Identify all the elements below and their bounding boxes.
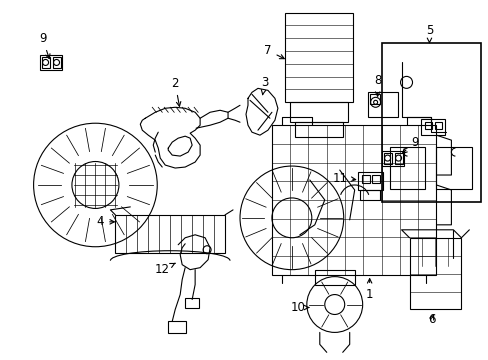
Bar <box>383 153 391 163</box>
Text: 3: 3 <box>261 76 268 95</box>
Bar <box>389 147 425 189</box>
Bar <box>168 321 186 333</box>
Text: 9: 9 <box>402 136 417 153</box>
Bar <box>289 102 347 122</box>
Bar <box>294 122 342 137</box>
Bar <box>361 175 369 183</box>
Bar <box>40 55 61 70</box>
Text: 6: 6 <box>427 313 434 326</box>
Bar <box>421 119 445 135</box>
Text: 1: 1 <box>365 279 373 301</box>
Bar <box>115 215 224 253</box>
Bar <box>52 57 61 68</box>
Text: 9: 9 <box>39 32 50 59</box>
Bar <box>367 92 397 117</box>
Bar <box>408 238 461 310</box>
Bar <box>436 147 471 189</box>
Text: 11: 11 <box>331 171 355 185</box>
Text: 5: 5 <box>425 24 432 43</box>
Bar <box>381 42 480 202</box>
Bar <box>357 172 382 190</box>
Bar <box>371 175 379 183</box>
Bar <box>41 57 49 68</box>
Text: 8: 8 <box>373 74 381 96</box>
Bar <box>271 125 436 275</box>
Bar <box>369 94 379 104</box>
Bar <box>394 153 402 163</box>
Text: 7: 7 <box>264 44 284 59</box>
Bar <box>285 13 352 102</box>
Bar <box>314 270 354 285</box>
Text: 10: 10 <box>290 301 308 314</box>
Bar <box>425 122 431 129</box>
Bar <box>359 190 379 200</box>
Bar <box>435 122 442 129</box>
Text: 12: 12 <box>154 263 175 276</box>
Text: 4: 4 <box>97 215 114 228</box>
Text: 2: 2 <box>171 77 181 106</box>
Bar <box>185 298 199 307</box>
Bar <box>381 150 403 166</box>
